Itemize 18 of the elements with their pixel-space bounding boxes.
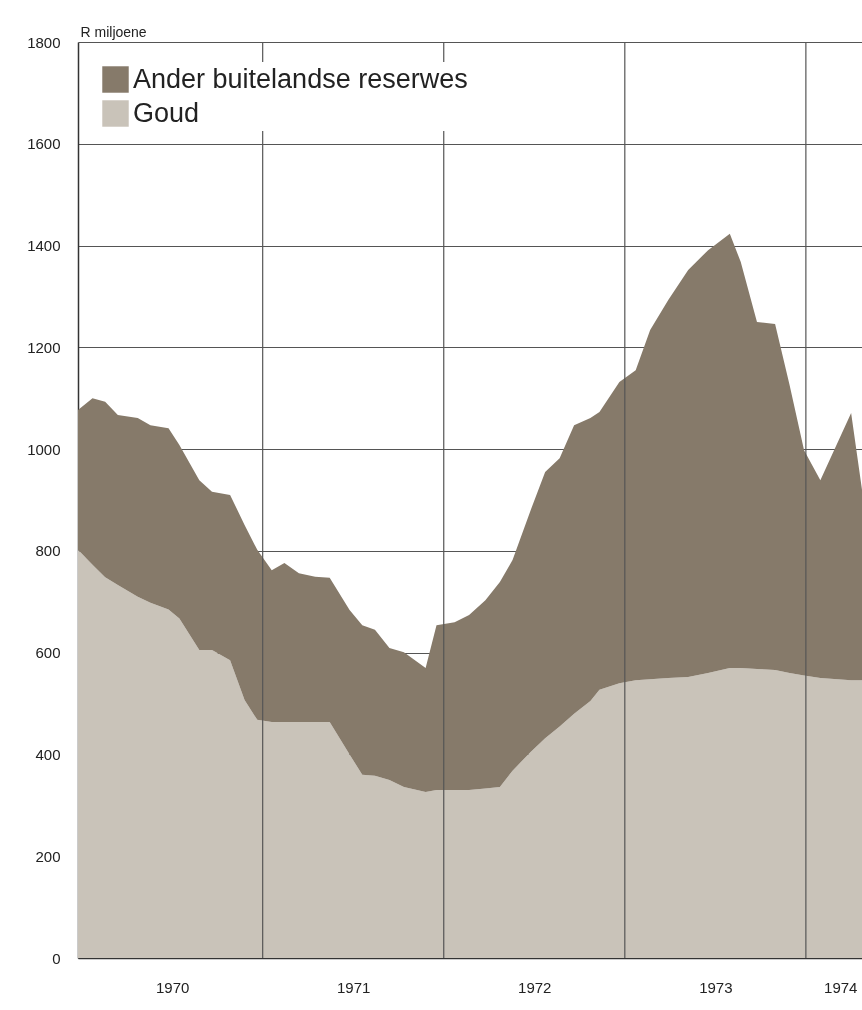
y-tick-label: 1600 <box>27 135 61 153</box>
x-tick-label: 1970 <box>155 978 190 996</box>
y-tick-label: 1000 <box>27 440 61 458</box>
y-tick-label: 0 <box>52 949 61 967</box>
y-tick-label: 600 <box>35 644 61 662</box>
x-tick-label: 1973 <box>699 978 733 996</box>
y-tick-label: 200 <box>35 847 61 865</box>
x-tick-label: 1972 <box>518 978 552 996</box>
x-tick-label: 1974 <box>824 978 858 996</box>
y-tick-label: 400 <box>35 745 61 763</box>
y-tick-label: 1800 <box>27 33 61 51</box>
y-tick-label: 1200 <box>27 338 61 356</box>
legend-label: Ander buitelandse reserwes <box>133 63 468 94</box>
y-tick-label: 1400 <box>27 237 61 255</box>
y-tick-label: 800 <box>35 542 61 560</box>
x-tick-label: 1971 <box>337 978 371 996</box>
legend-label: Goud <box>133 97 200 128</box>
y-axis-title: R miljoene <box>80 23 147 40</box>
